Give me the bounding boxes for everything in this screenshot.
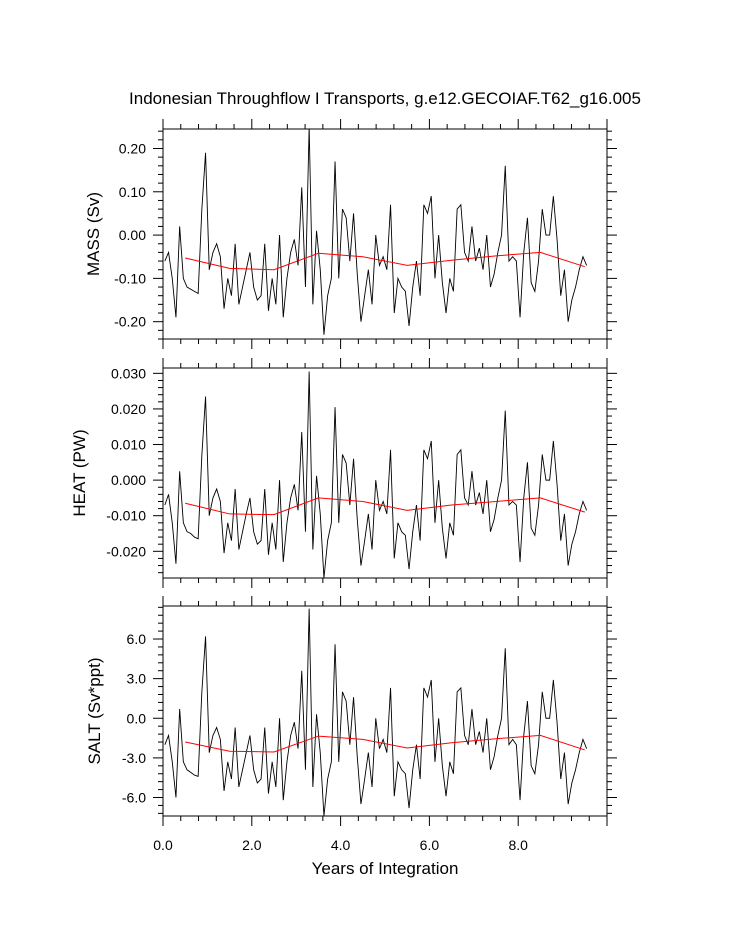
y-tick-label: 0.010 <box>111 437 146 453</box>
x-tick-label: 0.0 <box>153 837 173 853</box>
mass-y-axis-label: MASS (Sv) <box>84 192 103 276</box>
salt-monthly-line <box>164 608 588 816</box>
heat-y-axis-label: HEAT (PW) <box>70 429 89 516</box>
y-tick-label: 0.020 <box>111 401 146 417</box>
salt-panel: SALT (Sv*ppt) 6.0 3.0 0.0 -3.0 -6.0 <box>85 596 617 826</box>
x-tick-label: 6.0 <box>420 837 440 853</box>
y-tick-label: 0.00 <box>119 227 146 243</box>
y-tick-label: 0.0 <box>127 710 147 726</box>
y-tick-label: 0.000 <box>111 472 146 488</box>
heat-monthly-line <box>164 371 588 578</box>
y-tick-label: 0.10 <box>119 184 146 200</box>
y-tick-label: -0.010 <box>106 508 146 524</box>
chart-title: Indonesian Throughflow I Transports, g.e… <box>129 89 641 108</box>
y-tick-label: -6.0 <box>122 790 146 806</box>
heat-plot-frame <box>162 367 608 579</box>
y-tick-label: -0.20 <box>114 314 146 330</box>
y-tick-label: 0.030 <box>111 365 146 381</box>
x-tick-label: 8.0 <box>508 837 528 853</box>
y-tick-label: -3.0 <box>122 750 146 766</box>
mass-annual-mean-line <box>185 251 585 271</box>
y-tick-label: 0.20 <box>119 140 146 156</box>
y-tick-label: 6.0 <box>127 631 147 647</box>
x-tick-label: 2.0 <box>242 837 262 853</box>
salt-y-axis-label: SALT (Sv*ppt) <box>85 657 104 764</box>
heat-annual-mean-line <box>185 497 585 516</box>
x-axis-label: Years of Integration <box>312 859 459 878</box>
heat-panel: HEAT (PW) 0.030 0.020 0.010 0.000 -0.010 -0.0… <box>70 358 617 588</box>
x-tick-labels: 0.0 2.0 4.0 6.0 8.0 <box>153 837 528 853</box>
salt-plot-frame <box>162 605 608 817</box>
y-tick-label: 3.0 <box>127 671 147 687</box>
y-tick-label: -0.10 <box>114 270 146 286</box>
y-tick-label: -0.020 <box>106 543 146 559</box>
mass-monthly-line <box>164 129 588 335</box>
mass-plot-frame <box>162 128 608 340</box>
salt-annual-mean-line <box>185 734 585 753</box>
mass-panel: MASS (Sv) 0.20 0.10 0.00 -0.10 -0.20 <box>84 119 617 349</box>
x-tick-label: 4.0 <box>331 837 351 853</box>
